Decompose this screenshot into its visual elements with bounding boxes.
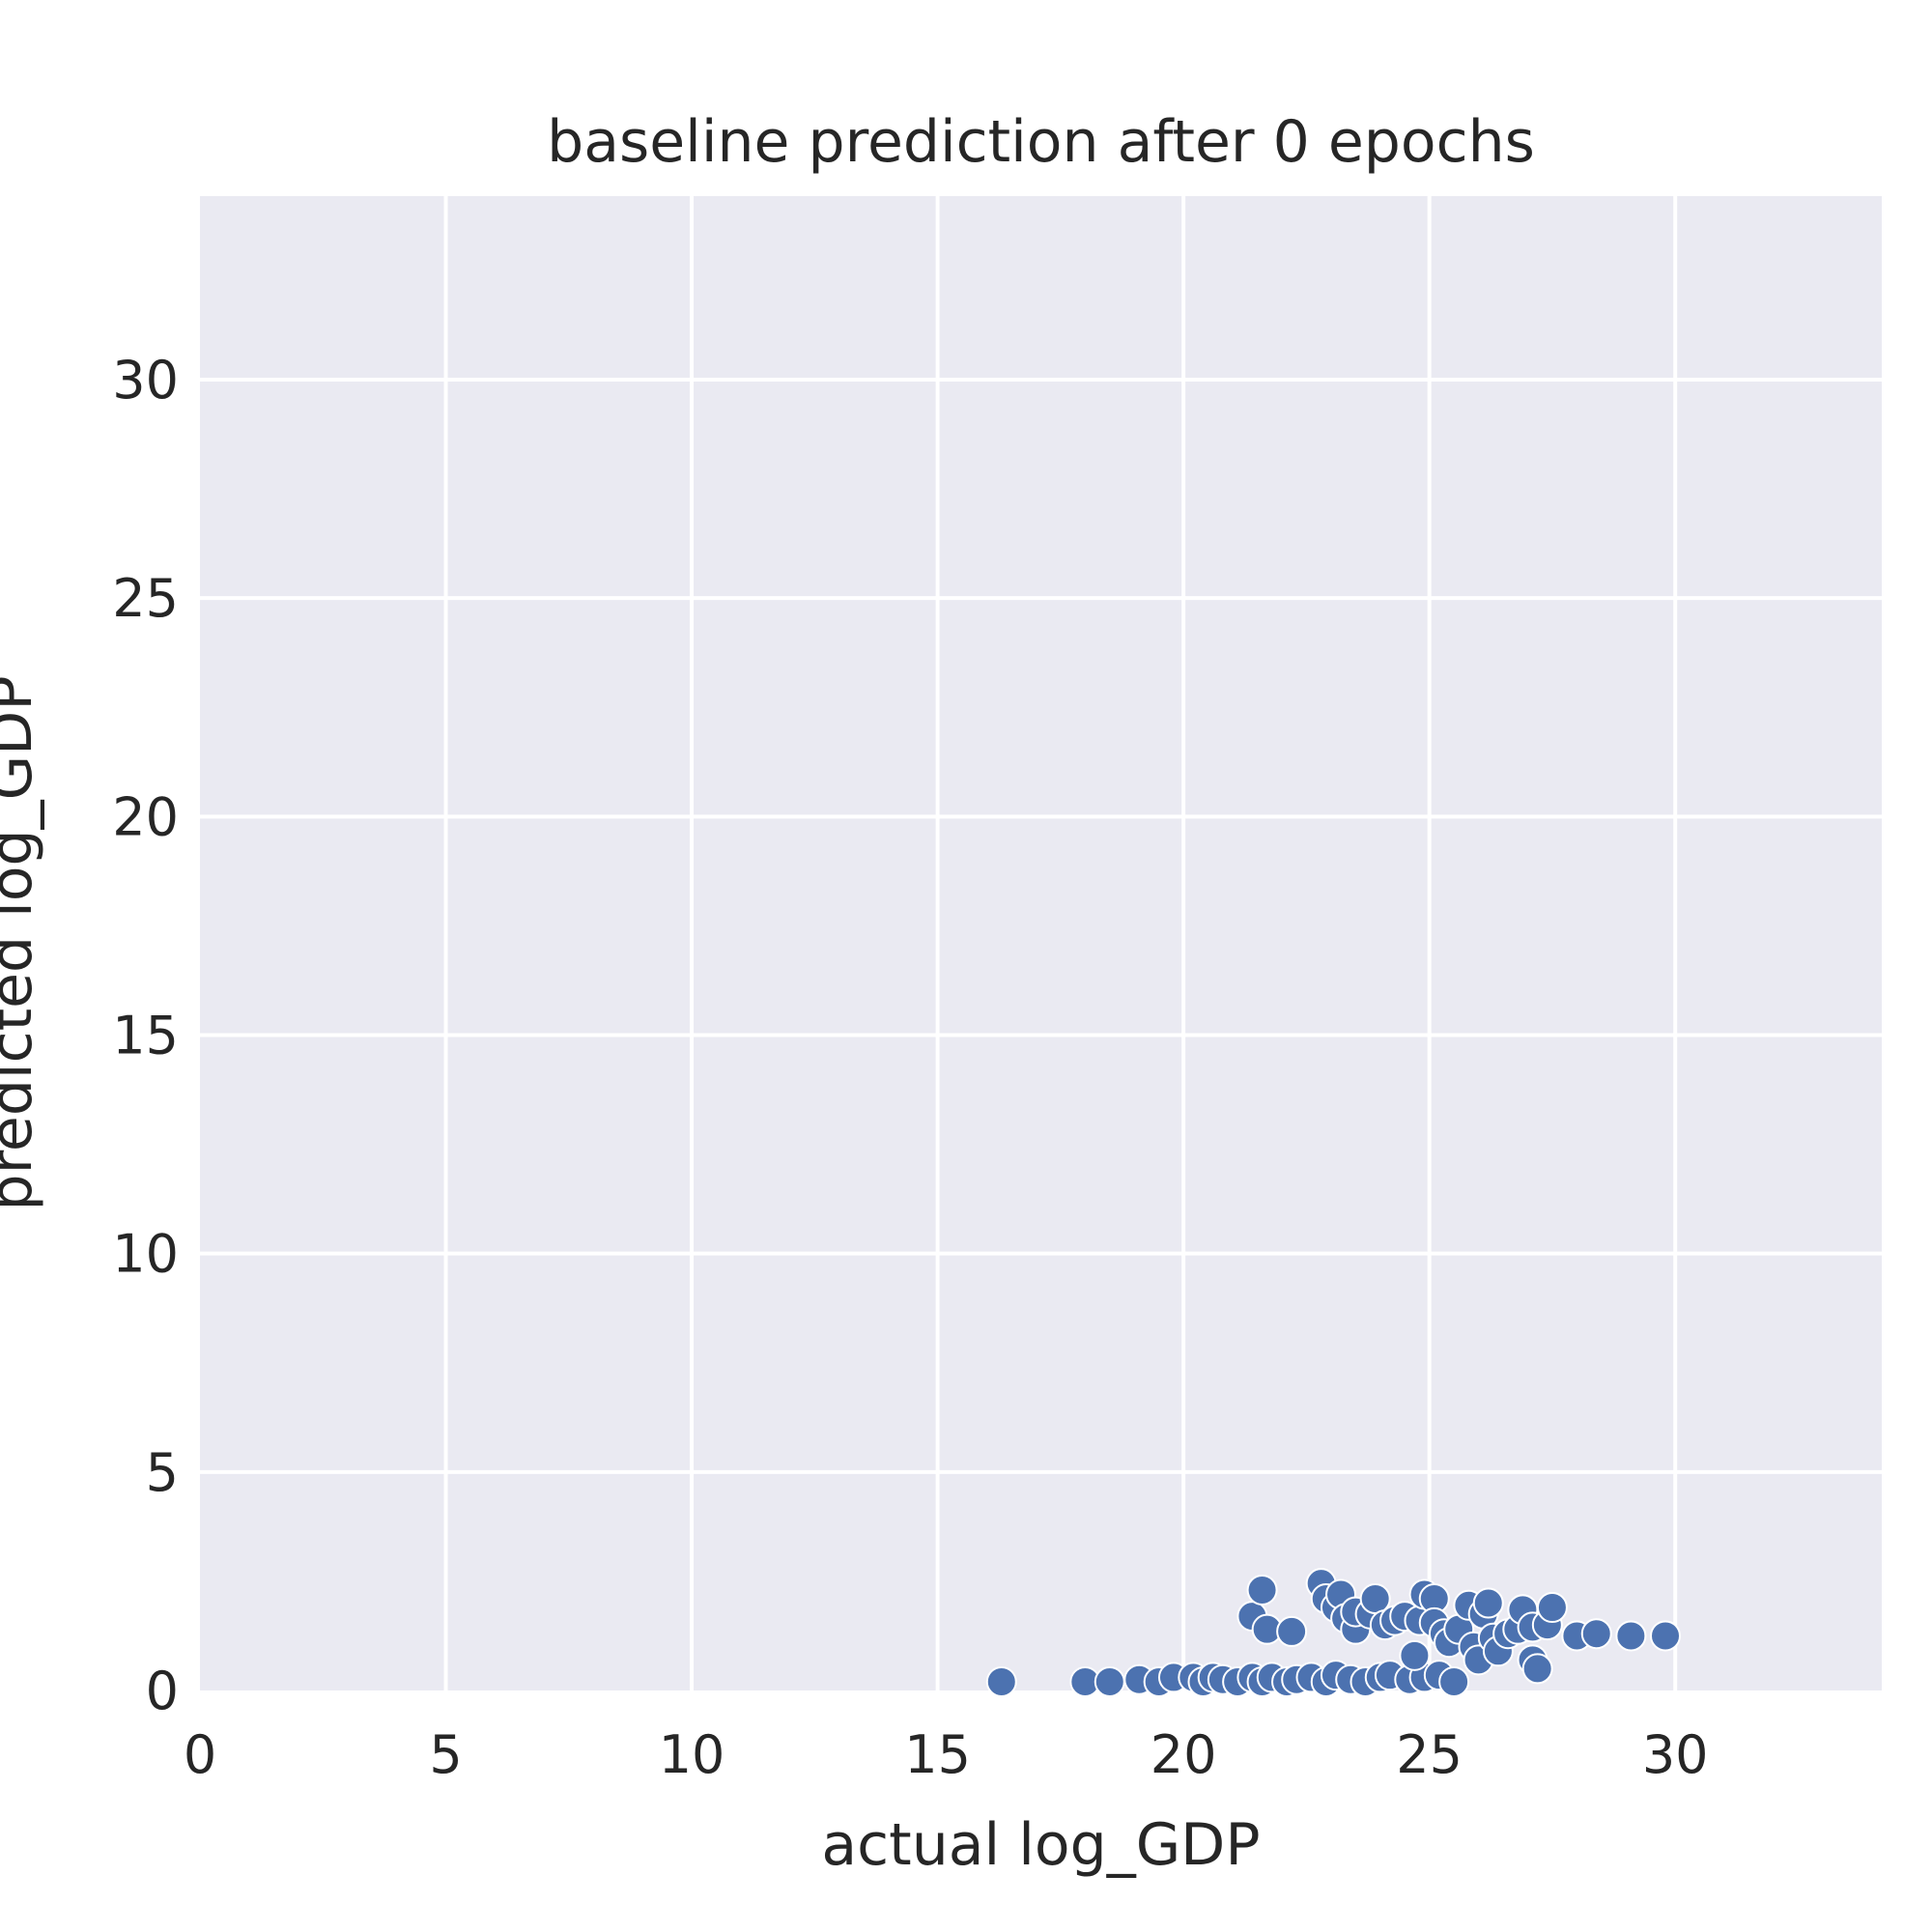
y-axis-label: predicted log_GDP (0, 675, 45, 1210)
y-tick-label: 15 (112, 1005, 179, 1065)
y-tick-label: 30 (112, 350, 179, 411)
x-tick-label: 0 (184, 1724, 216, 1785)
data-point (1246, 1574, 1278, 1605)
chart-title: baseline prediction after 0 epochs (547, 108, 1535, 176)
data-point (1536, 1592, 1568, 1624)
y-tick-label: 20 (112, 786, 179, 847)
x-axis-label: actual log_GDP (821, 1811, 1260, 1879)
plot-area (200, 196, 1882, 1690)
y-tick-label: 0 (146, 1661, 179, 1721)
data-point (1438, 1665, 1470, 1697)
data-point (1472, 1587, 1504, 1619)
data-points (985, 1568, 1682, 1697)
data-point (1650, 1620, 1682, 1652)
data-point (1615, 1620, 1647, 1652)
x-tick-label: 30 (1642, 1724, 1709, 1785)
data-point (1580, 1618, 1612, 1650)
data-point (1521, 1653, 1553, 1685)
data-point (985, 1665, 1017, 1697)
y-tick-label: 25 (112, 568, 179, 629)
data-point (1094, 1665, 1125, 1697)
x-tick-label: 25 (1396, 1724, 1463, 1785)
y-tick-label: 5 (146, 1442, 179, 1503)
grid-lines (200, 196, 1882, 1690)
x-tick-label: 10 (659, 1724, 725, 1785)
y-tick-label: 10 (112, 1224, 179, 1285)
y-tick-labels: 0 5 10 15 20 25 30 (112, 350, 179, 1721)
x-tick-label: 20 (1151, 1724, 1217, 1785)
x-tick-labels: 0 5 10 15 20 25 30 (184, 1724, 1709, 1785)
x-tick-label: 15 (904, 1724, 971, 1785)
data-point (1276, 1615, 1308, 1647)
x-tick-label: 5 (429, 1724, 462, 1785)
data-point (1399, 1639, 1431, 1671)
